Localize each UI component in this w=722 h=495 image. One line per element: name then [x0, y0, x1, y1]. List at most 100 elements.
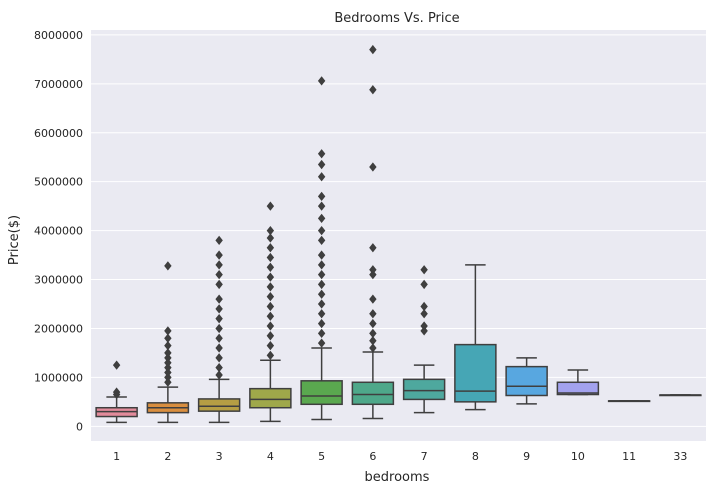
y-axis-label: Price($)	[7, 215, 22, 265]
outlier-point	[266, 321, 275, 331]
y-tick-label: 1000000	[34, 371, 83, 384]
x-tick-label: 2	[164, 450, 171, 463]
outlier-point	[164, 326, 172, 336]
gridlines	[91, 34, 706, 427]
iqr-box	[249, 387, 292, 409]
outlier-point	[215, 353, 223, 363]
outlier-point	[215, 323, 223, 334]
outlier-point	[215, 304, 223, 314]
outlier-point	[266, 292, 275, 302]
outlier-point	[317, 318, 326, 329]
outlier-point	[317, 225, 326, 236]
outlier-point	[420, 265, 428, 275]
x-axis-label: bedrooms	[365, 470, 430, 485]
y-tick-label: 0	[76, 420, 83, 433]
outlier-point	[420, 301, 428, 312]
outlier-point	[215, 294, 223, 304]
outlier-point	[369, 85, 377, 95]
outlier-point	[215, 343, 223, 353]
outlier-point	[164, 367, 172, 378]
outlier-point	[215, 314, 223, 324]
outlier-point	[317, 328, 326, 338]
outlier-point	[112, 387, 121, 397]
plot-background	[91, 30, 706, 441]
x-tick-label: 9	[523, 450, 530, 463]
outlier-point	[215, 370, 223, 380]
outlier-point	[164, 353, 172, 363]
outlier-point	[317, 149, 326, 159]
iqr-box	[300, 380, 343, 406]
outlier-point	[266, 233, 275, 243]
y-tick-label: 2000000	[34, 322, 83, 335]
outlier-point	[266, 243, 275, 253]
outlier-point	[317, 309, 326, 319]
outlier-point	[266, 282, 275, 292]
outlier-point	[420, 326, 428, 336]
outlier-point	[369, 309, 377, 319]
iqr-box	[402, 378, 446, 401]
outlier-point	[369, 328, 377, 338]
outlier-point	[266, 350, 275, 361]
box-group	[300, 76, 343, 421]
outlier-point	[369, 270, 377, 280]
x-tick-label: 5	[318, 450, 325, 463]
outlier-point	[266, 252, 275, 263]
y-tick-label: 6000000	[34, 127, 83, 140]
iqr-box	[505, 365, 548, 397]
outlier-point	[215, 362, 223, 373]
outlier-point	[317, 250, 326, 260]
outlier-point	[369, 44, 377, 55]
outlier-point	[112, 360, 121, 370]
outlier-point	[420, 321, 428, 331]
boxes-layer	[95, 44, 702, 424]
box-group	[95, 360, 138, 424]
box-group	[505, 357, 548, 405]
outlier-point	[164, 372, 172, 383]
outlier-point	[317, 159, 326, 170]
y-axis-ticks: 0 1000000 2000000 3000000 4000000 5000000 6000…	[34, 29, 83, 433]
x-tick-label: 4	[267, 450, 274, 463]
y-tick-label: 4000000	[34, 225, 83, 238]
outlier-point	[215, 235, 223, 246]
outlier-point	[215, 279, 223, 290]
box-group	[556, 369, 600, 396]
outlier-point	[266, 311, 275, 321]
x-tick-label: 10	[571, 450, 585, 463]
outlier-point	[266, 262, 275, 272]
outlier-point	[317, 213, 326, 224]
iqr-box	[351, 381, 395, 406]
x-tick-label: 6	[369, 450, 376, 463]
outlier-point	[215, 250, 223, 260]
x-axis-ticks: 1 2 3 4 5 6 7 8 9 10 11 33	[113, 450, 687, 463]
box-group	[197, 235, 241, 424]
x-tick-label: 33	[673, 450, 687, 463]
outlier-point	[369, 336, 377, 346]
outlier-point	[317, 201, 326, 211]
outlier-point	[317, 191, 326, 201]
outlier-point	[420, 279, 428, 290]
x-tick-label: 3	[216, 450, 223, 463]
box-group	[351, 44, 395, 420]
outlier-point	[369, 162, 377, 172]
outlier-point	[164, 358, 172, 368]
outlier-point	[317, 299, 326, 309]
outlier-point	[164, 362, 172, 373]
outlier-point	[317, 260, 326, 270]
outlier-point	[164, 333, 172, 343]
outlier-point	[215, 260, 223, 270]
outlier-point	[266, 301, 275, 312]
outlier-point	[215, 270, 223, 280]
x-tick-label: 7	[421, 450, 428, 463]
outlier-point	[215, 333, 223, 343]
chart-title: Bedrooms Vs. Price	[334, 11, 459, 26]
outlier-point	[266, 225, 275, 236]
box-group	[659, 394, 702, 397]
outlier-point	[266, 340, 275, 351]
outlier-point	[369, 294, 377, 304]
box-group	[454, 264, 497, 411]
iqr-box	[197, 398, 241, 412]
outlier-point	[317, 270, 326, 280]
y-tick-label: 3000000	[34, 274, 83, 287]
y-tick-label: 8000000	[34, 29, 83, 42]
